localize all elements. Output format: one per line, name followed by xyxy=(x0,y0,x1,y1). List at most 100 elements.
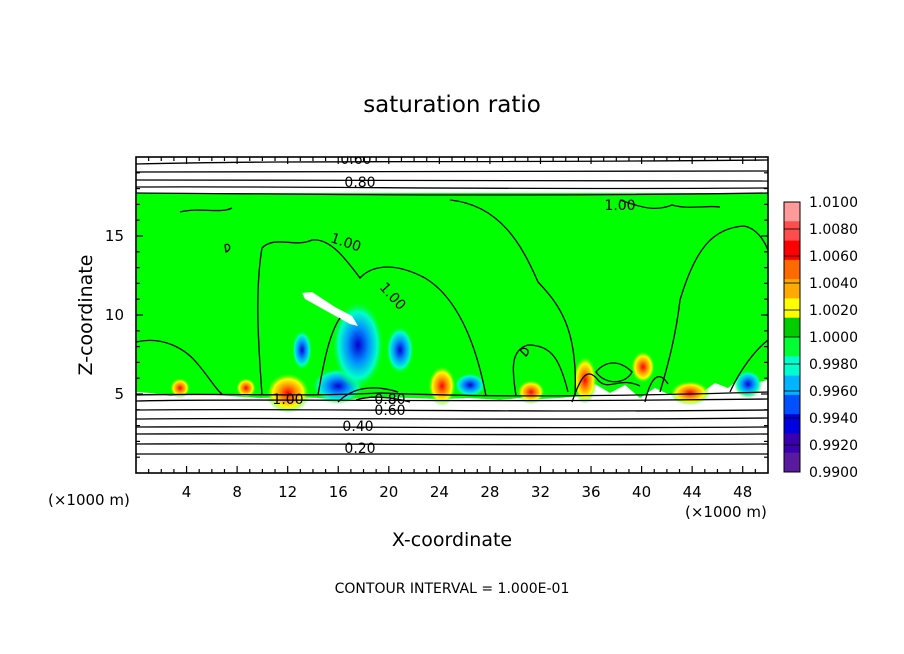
contour-line xyxy=(619,199,721,209)
contour-line xyxy=(449,199,576,396)
subsaturation-coldspot xyxy=(386,326,414,374)
contour-line xyxy=(136,433,768,436)
contour-line xyxy=(136,426,768,429)
contour-line xyxy=(644,376,669,403)
supersaturation-hotspot xyxy=(236,378,256,398)
contour-line xyxy=(136,179,768,182)
colorbar-label: 1.0020 xyxy=(809,303,858,319)
colorbar-label: 1.0040 xyxy=(809,276,858,292)
y-axis-unit: (×1000 m) xyxy=(48,491,130,509)
x-tick-label: 28 xyxy=(480,483,499,501)
chart-title: saturation ratio xyxy=(363,92,541,118)
x-tick-label: 24 xyxy=(430,483,449,501)
colorbar-label: 1.0000 xyxy=(809,330,858,346)
colorbar-swatch xyxy=(784,433,800,454)
colorbar-swatch xyxy=(784,375,800,396)
supersaturation-hotspot xyxy=(428,366,456,406)
colorbar: 1.0100 1.0080 1.0060 1.0040 1.0020 1.0000 0.99… xyxy=(783,195,858,481)
colorbar-label: 0.9920 xyxy=(809,438,858,454)
contour-line xyxy=(179,207,233,213)
colorbar-label: 1.0080 xyxy=(809,222,858,238)
y-axis-label: Z-coordinate xyxy=(75,255,97,376)
x-tick-label: 20 xyxy=(379,483,398,501)
contour-line xyxy=(519,347,529,357)
colorbar-swatch xyxy=(784,337,800,357)
supersaturation-hotspot xyxy=(517,380,545,404)
contour-label: 1.00 xyxy=(272,392,303,408)
contour-line xyxy=(136,186,768,190)
plot-area: 0.600.801.001.001.001.00 0.800.600.400.20 xyxy=(136,152,768,473)
contour-line xyxy=(136,339,223,395)
contour-line xyxy=(136,159,768,165)
y-axis: 5 10 15 xyxy=(105,172,768,458)
colorbar-swatch xyxy=(784,317,800,338)
contour-line xyxy=(317,317,341,396)
colorbar-swatch xyxy=(784,279,800,299)
colorbar-swatch xyxy=(784,221,800,241)
contour-label: 0.80 xyxy=(344,175,375,191)
contour-interval-note: CONTOUR INTERVAL = 1.000E-01 xyxy=(335,581,570,597)
supersaturation-hotspot xyxy=(631,351,655,383)
x-axis-label: X-coordinate xyxy=(392,529,512,551)
x-tick-label: 48 xyxy=(733,483,752,501)
contour-line xyxy=(136,398,768,402)
subsaturation-coldspot xyxy=(454,373,486,397)
contour-line xyxy=(512,344,569,397)
contour-line xyxy=(337,387,399,403)
contour-line xyxy=(224,243,231,253)
contour-line xyxy=(136,391,768,397)
x-tick-label: 12 xyxy=(278,483,297,501)
colorbar-swatch xyxy=(784,394,800,415)
contour-line xyxy=(136,192,768,196)
colorbar-label: 1.0060 xyxy=(809,249,858,265)
colorbar-label: 0.9940 xyxy=(809,411,858,427)
contour-line xyxy=(355,396,411,403)
white-streak xyxy=(302,292,358,326)
x-tick-label: 8 xyxy=(232,483,242,501)
contour-line xyxy=(136,170,768,173)
contour-line xyxy=(659,225,768,393)
colorbar-label: 0.9960 xyxy=(809,384,858,400)
colorbar-swatch xyxy=(784,202,800,222)
colorbar-swatch xyxy=(784,356,800,376)
y-tick-label: 5 xyxy=(114,385,124,403)
y-tick-label: 15 xyxy=(105,227,124,245)
contour-line xyxy=(257,239,487,397)
contour-line xyxy=(136,417,768,420)
colorbar-swatch xyxy=(784,298,800,319)
contour-labels: 0.600.801.001.001.001.00 0.800.600.400.20 xyxy=(272,152,635,457)
colorbar-swatch xyxy=(784,452,800,473)
supersaturation-hotspot xyxy=(266,373,310,413)
contour-line xyxy=(136,408,768,412)
colorbar-label: 0.9900 xyxy=(809,465,858,481)
x-tick-label: 40 xyxy=(632,483,651,501)
supersaturation-hotspot xyxy=(670,381,710,405)
subsaturation-coldspot xyxy=(332,301,384,389)
supersaturation-hotspot xyxy=(573,356,597,404)
contour-lines xyxy=(136,159,768,455)
supersaturated-field xyxy=(136,193,768,400)
x-tick-label: 4 xyxy=(182,483,192,501)
colorbar-swatch xyxy=(784,240,800,261)
contour-line xyxy=(595,362,633,383)
contour-label: 0.40 xyxy=(342,419,373,435)
contour-label: 0.80 xyxy=(374,392,405,408)
y-tick-label: 10 xyxy=(105,306,124,324)
colorbar-swatch xyxy=(784,414,800,434)
x-axis-unit: (×1000 m) xyxy=(685,503,767,521)
contour-line xyxy=(136,443,768,446)
contour-label: 0.60 xyxy=(340,152,371,168)
contour-line xyxy=(571,373,641,403)
colorbar-swatch xyxy=(784,259,800,280)
supersaturation-hotspot xyxy=(170,378,190,398)
subsaturation-coldspot xyxy=(292,330,312,370)
x-tick-label: 32 xyxy=(531,483,550,501)
x-tick-label: 16 xyxy=(329,483,348,501)
x-axis: 4 8 12 16 20 24 28 32 36 40 44 48 xyxy=(148,157,756,501)
x-tick-label: 36 xyxy=(581,483,600,501)
x-tick-label: 44 xyxy=(683,483,702,501)
contour-label: 0.20 xyxy=(344,441,375,457)
contour-label: 0.60 xyxy=(374,403,405,419)
colorbar-label: 1.0100 xyxy=(809,195,858,211)
